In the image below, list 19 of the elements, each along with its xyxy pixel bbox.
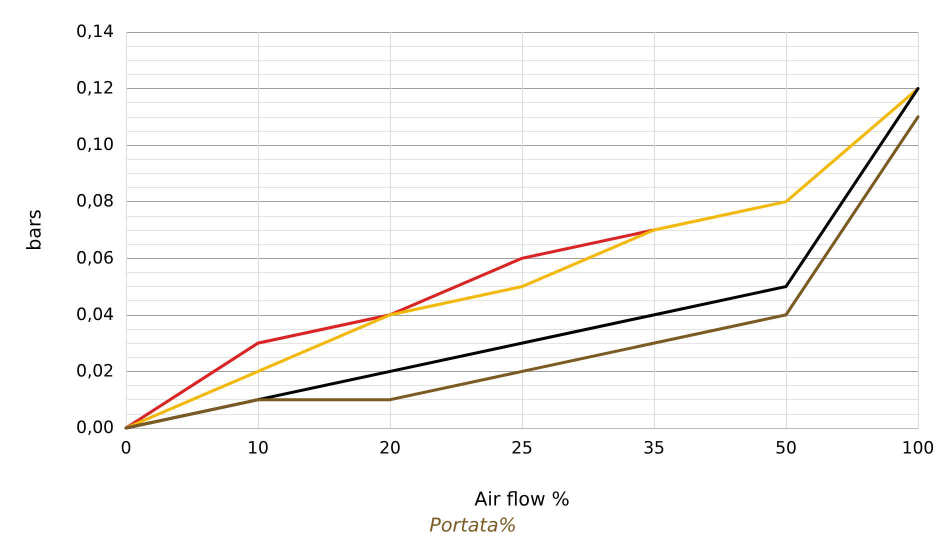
y-tick-label: 0,10 [76, 135, 114, 156]
x-tick-label: 0 [120, 438, 132, 458]
x-tick-label: 20 [379, 438, 401, 458]
x-tick-label: 50 [775, 438, 797, 458]
y-tick-label: 0,06 [76, 248, 114, 268]
line-series [124, 228, 656, 430]
x-tick-label: 35 [643, 438, 665, 458]
y-tick-label: 0,02 [76, 361, 114, 382]
y-tick-label: 0,00 [76, 418, 114, 438]
y-axis-title: bars [24, 209, 46, 251]
x-tick-label: 25 [511, 438, 533, 458]
x-axis-title: Air flow % [474, 488, 570, 510]
x-tick-label: 100 [902, 438, 934, 458]
y-tick-label: 0,04 [76, 304, 114, 325]
y-tick-label: 0,08 [76, 192, 114, 212]
x-tick-label: 10 [247, 438, 269, 458]
text: Portata% [429, 514, 517, 536]
y-tick-label: 0,14 [76, 22, 114, 42]
y-tick-label: 0,12 [76, 78, 114, 99]
